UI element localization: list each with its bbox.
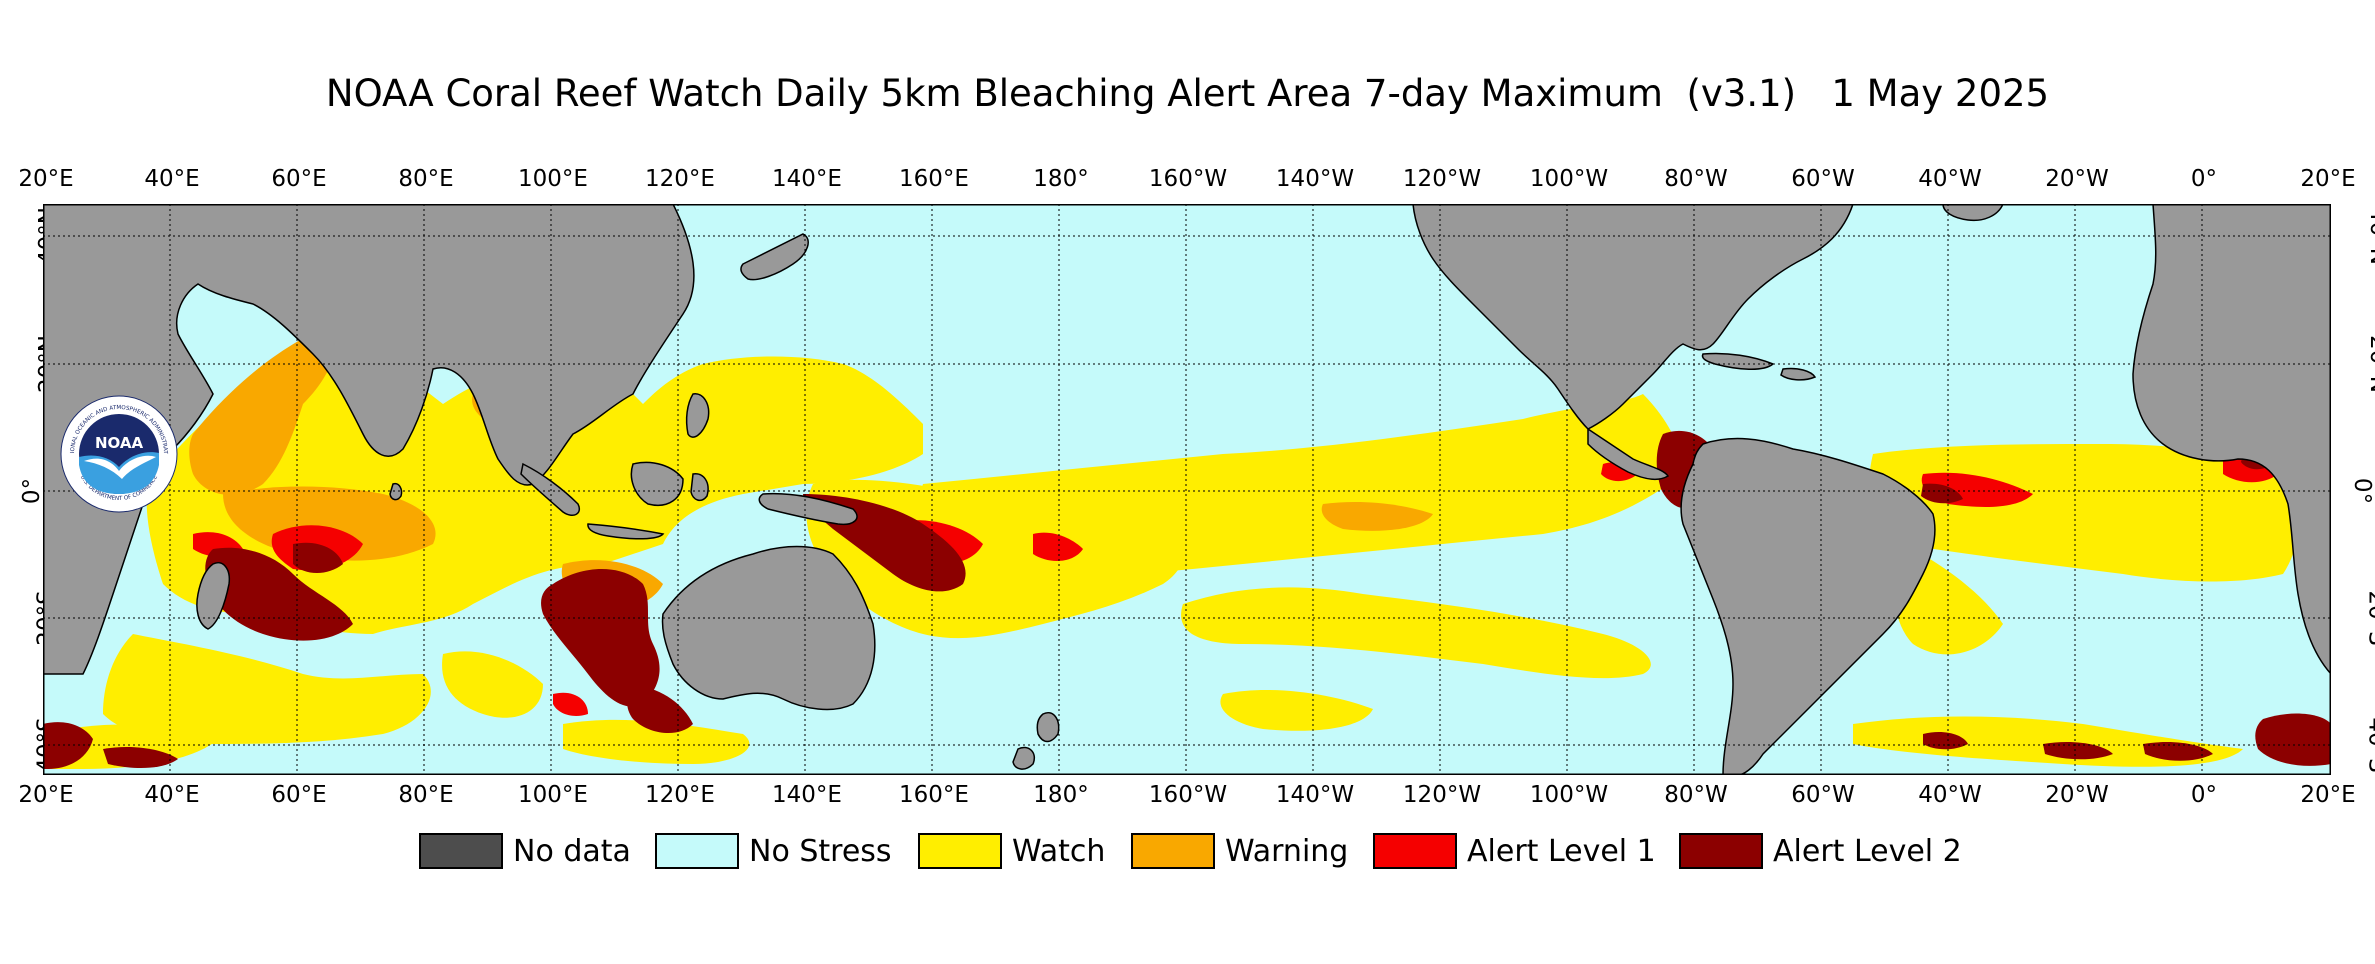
lon-label-bottom: 60°E bbox=[271, 782, 327, 808]
lon-label-top: 100°E bbox=[518, 166, 588, 192]
legend-item-alert-level-1: Alert Level 1 bbox=[1373, 829, 1656, 873]
lon-label-top: 60°E bbox=[271, 166, 327, 192]
lon-label-top: 80°W bbox=[1664, 166, 1728, 192]
lon-label-bottom: 160°E bbox=[899, 782, 969, 808]
lon-label-bottom: 20°E bbox=[2300, 782, 2356, 808]
philippines-land bbox=[685, 393, 710, 438]
legend-label: Warning bbox=[1225, 833, 1349, 869]
sri-lanka-land bbox=[389, 482, 403, 501]
land-masses bbox=[43, 204, 2331, 775]
legend-item-alert-level-2: Alert Level 2 bbox=[1679, 829, 1962, 873]
lon-label-bottom: 60°W bbox=[1791, 782, 1855, 808]
lat-label-left: 0° bbox=[19, 477, 46, 505]
lat-label-right: 20°N bbox=[2364, 335, 2375, 393]
lon-label-top: 40°W bbox=[1918, 166, 1982, 192]
logo-wordmark: NOAA bbox=[95, 434, 144, 452]
lat-label-right: 40°N bbox=[2364, 207, 2375, 265]
lon-label-bottom: 80°E bbox=[398, 782, 454, 808]
legend-swatch bbox=[655, 833, 739, 869]
legend-item-warning: Warning bbox=[1131, 829, 1348, 873]
java-land bbox=[587, 523, 665, 540]
lon-label-bottom: 120°W bbox=[1402, 782, 1482, 808]
legend-label: Alert Level 1 bbox=[1467, 833, 1656, 869]
lon-label-bottom: 80°W bbox=[1664, 782, 1728, 808]
lon-label-bottom: 140°W bbox=[1275, 782, 1355, 808]
lat-label-right: 20°S bbox=[2363, 590, 2375, 646]
iceland-land bbox=[1942, 204, 2004, 222]
legend-item-no-data: No data bbox=[419, 829, 631, 873]
lon-label-bottom: 40°E bbox=[144, 782, 200, 808]
legend-label: No data bbox=[513, 833, 631, 869]
lon-label-bottom: 0° bbox=[2190, 782, 2218, 808]
lon-label-top: 140°E bbox=[772, 166, 842, 192]
lat-label-right: 0° bbox=[2349, 477, 2375, 505]
madagascar-land bbox=[196, 562, 231, 630]
lon-label-bottom: 180° bbox=[1033, 782, 1089, 808]
legend-swatch bbox=[918, 833, 1002, 869]
map-title: NOAA Coral Reef Watch Daily 5km Bleachin… bbox=[325, 72, 2050, 115]
australia-land bbox=[661, 545, 876, 711]
central-america-land bbox=[1587, 427, 1670, 480]
japan-land bbox=[740, 233, 809, 281]
lon-label-bottom: 100°W bbox=[1529, 782, 1609, 808]
lon-label-top: 60°W bbox=[1791, 166, 1855, 192]
map-border bbox=[43, 204, 2331, 775]
new-zealand-south-land bbox=[1012, 746, 1035, 770]
lon-label-bottom: 120°E bbox=[645, 782, 715, 808]
legend-swatch bbox=[1679, 833, 1763, 869]
new-zealand-land bbox=[1036, 712, 1060, 743]
legend-swatch bbox=[1131, 833, 1215, 869]
lon-label-top: 140°W bbox=[1275, 166, 1355, 192]
south-america-land bbox=[1680, 437, 1936, 775]
lon-label-bottom: 100°E bbox=[518, 782, 588, 808]
legend-item-no-stress: No Stress bbox=[655, 829, 892, 873]
lon-label-top: 180° bbox=[1033, 166, 1089, 192]
lon-label-top: 100°W bbox=[1529, 166, 1609, 192]
legend-label: Watch bbox=[1012, 833, 1106, 869]
sumatra-land bbox=[520, 462, 580, 516]
legend-swatch bbox=[1373, 833, 1457, 869]
new-guinea-land bbox=[758, 492, 858, 526]
hispaniola-land bbox=[1780, 367, 1817, 381]
lon-label-top: 0° bbox=[2190, 166, 2218, 192]
legend: No data No Stress Watch Warning Alert Le… bbox=[0, 829, 2375, 873]
legend-label: No Stress bbox=[749, 833, 892, 869]
lon-label-top: 20°E bbox=[2300, 166, 2356, 192]
lon-label-bottom: 20°W bbox=[2045, 782, 2109, 808]
legend-swatch bbox=[419, 833, 503, 869]
bleaching-alert-map[interactable] bbox=[43, 204, 2331, 775]
cuba-land bbox=[1701, 352, 1775, 370]
legend-label: Alert Level 2 bbox=[1773, 833, 1962, 869]
legend-item-watch: Watch bbox=[918, 829, 1105, 873]
lon-label-top: 20°E bbox=[18, 166, 74, 192]
west-africa-land bbox=[2132, 204, 2331, 676]
lon-label-top: 20°W bbox=[2045, 166, 2109, 192]
lon-label-top: 160°E bbox=[899, 166, 969, 192]
lon-label-bottom: 160°W bbox=[1148, 782, 1228, 808]
lon-label-top: 120°W bbox=[1402, 166, 1482, 192]
north-america-land bbox=[1412, 204, 1854, 430]
sulawesi-land bbox=[690, 473, 709, 502]
lon-label-top: 40°E bbox=[144, 166, 200, 192]
graticule-grid bbox=[43, 204, 2331, 775]
lon-label-top: 120°E bbox=[645, 166, 715, 192]
borneo-land bbox=[630, 461, 684, 506]
lon-label-top: 80°E bbox=[398, 166, 454, 192]
lon-label-bottom: 20°E bbox=[18, 782, 74, 808]
noaa-logo: NATIONAL OCEANIC AND ATMOSPHERIC ADMINIS… bbox=[60, 395, 178, 513]
lat-label-right: 40°S bbox=[2363, 717, 2375, 773]
lon-label-top: 160°W bbox=[1148, 166, 1228, 192]
lon-label-bottom: 140°E bbox=[772, 782, 842, 808]
lon-label-bottom: 40°W bbox=[1918, 782, 1982, 808]
